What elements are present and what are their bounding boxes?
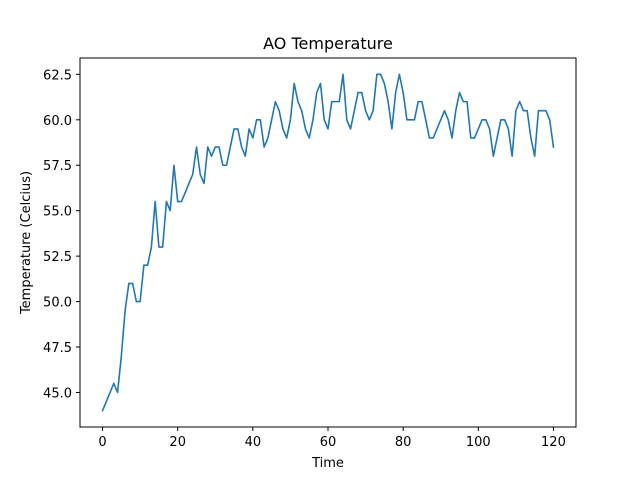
x-axis-label: Time: [311, 456, 344, 471]
y-axis: 45.0 47.5 50.0 52.5 55.0 57.5 60.0 62.5: [43, 68, 80, 401]
x-tick-label: 120: [541, 435, 566, 450]
x-tick-label: 0: [98, 435, 106, 450]
series-line: [101, 73, 555, 412]
y-tick-label: 45.0: [43, 386, 72, 401]
y-tick-label: 50.0: [43, 296, 72, 311]
x-tick-label: 60: [320, 435, 337, 450]
x-tick-label: 20: [169, 435, 186, 450]
x-axis: 0 20 40 60 80 100 120: [98, 427, 566, 450]
y-tick-label: 55.0: [43, 205, 72, 220]
plot-area: [101, 73, 555, 412]
x-tick-label: 40: [245, 435, 262, 450]
y-axis-label: Temperature (Celcius): [19, 171, 34, 315]
x-tick-label: 100: [466, 435, 491, 450]
axes-frame: [79, 57, 577, 428]
chart-title: AO Temperature: [263, 34, 393, 53]
x-tick-label: 80: [395, 435, 412, 450]
y-tick-label: 57.5: [43, 159, 72, 174]
y-tick-label: 62.5: [43, 68, 72, 83]
y-tick-label: 60.0: [43, 114, 72, 129]
y-tick-label: 47.5: [43, 341, 72, 356]
y-tick-label: 52.5: [43, 250, 72, 265]
